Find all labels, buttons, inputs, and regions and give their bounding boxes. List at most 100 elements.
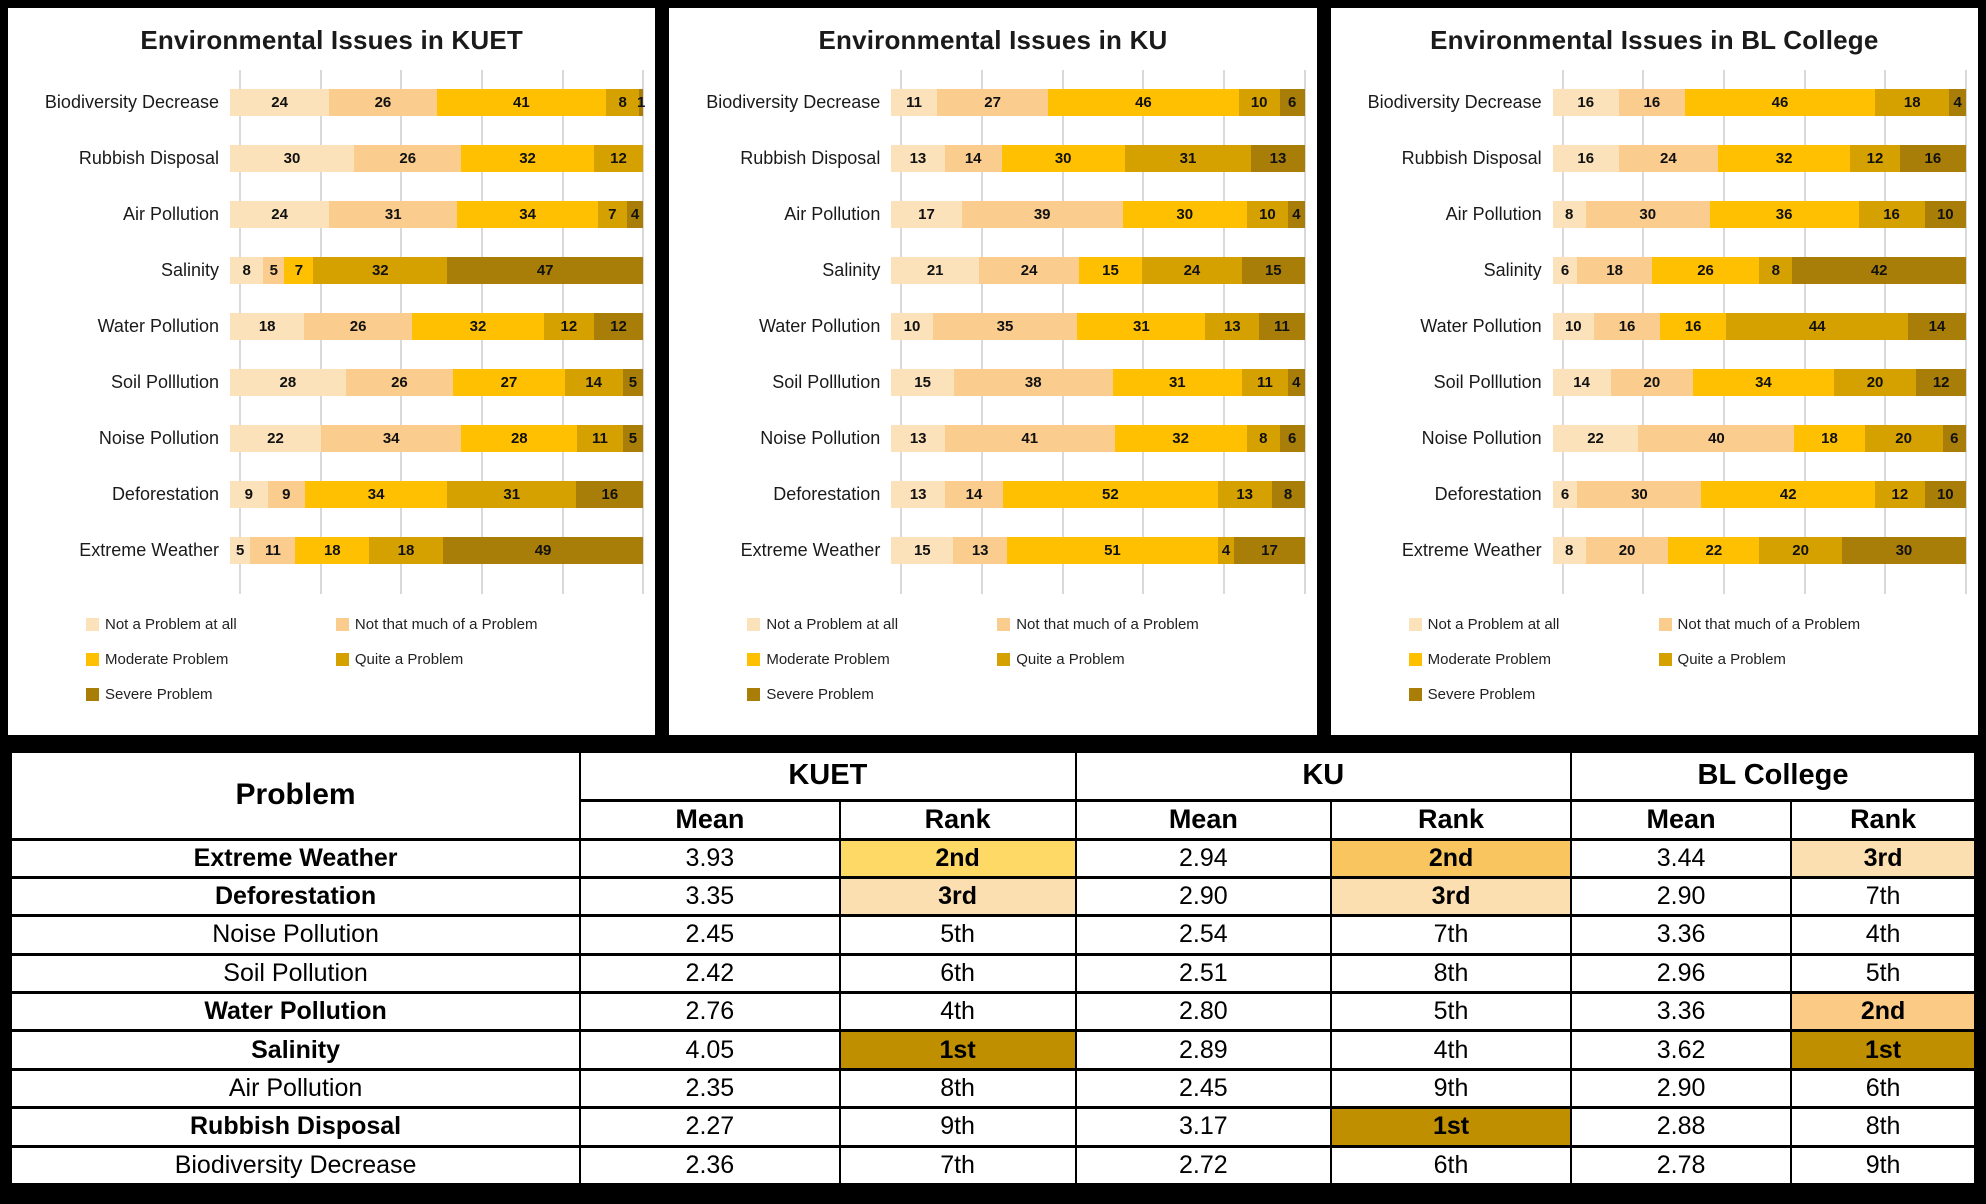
chart-title: Environmental Issues in KUET bbox=[140, 25, 524, 55]
bar-segment: 20 bbox=[1864, 425, 1943, 453]
bar-segment: 12 bbox=[1875, 481, 1925, 509]
legend-label: Not that much of a Problem bbox=[1677, 616, 1861, 633]
bar-segment: 8 bbox=[1552, 200, 1586, 228]
legend-label: Moderate Problem bbox=[766, 651, 890, 668]
legend-swatch-icon bbox=[1658, 653, 1672, 666]
bar-row: Extreme Weather 5 11 18 18 49 bbox=[8, 523, 644, 579]
category-label: Air Pollution bbox=[784, 203, 881, 224]
bar-track: 24 31 34 7 4 bbox=[230, 200, 644, 228]
bar-segment: 26 bbox=[353, 144, 462, 172]
category-label: Extreme Weather bbox=[1401, 540, 1542, 561]
bar-track: 8 20 22 20 30 bbox=[1552, 537, 1966, 565]
bar-row: Rubbish Disposal 13 14 30 31 13 bbox=[669, 130, 1305, 186]
legend-item: Quite a Problem bbox=[997, 651, 1302, 668]
bar-row: Air Pollution 24 31 34 7 4 bbox=[8, 186, 644, 242]
bar-segment: 12 bbox=[544, 312, 594, 340]
results-table-section: Problem KUET KU BL College Mean Rank Mea… bbox=[8, 749, 1978, 1187]
bar-segment: 6 bbox=[1942, 425, 1966, 453]
bar-segment: 24 bbox=[230, 88, 330, 116]
bar-segment: 31 bbox=[447, 481, 577, 509]
bar-row: Deforestation 9 9 34 31 16 bbox=[8, 467, 644, 523]
mean-cell: 2.90 bbox=[1569, 1067, 1793, 1110]
bar-track: 17 39 30 10 4 bbox=[891, 200, 1305, 228]
bar-segment: 26 bbox=[329, 88, 437, 116]
bar-segment: 30 bbox=[1841, 537, 1966, 565]
bar-row: Salinity 21 24 15 24 15 bbox=[669, 242, 1305, 298]
mean-cell: 2.90 bbox=[1074, 875, 1333, 918]
bar-segment: 15 bbox=[1242, 256, 1305, 284]
bar-segment: 13 bbox=[891, 144, 945, 172]
bar-segment: 34 bbox=[320, 425, 462, 453]
bar-segment: 35 bbox=[932, 312, 1078, 340]
table-row: Biodiversity Decrease 2.36 7th 2.72 6th 2.78 9… bbox=[8, 1144, 1977, 1187]
legend-label: Severe Problem bbox=[766, 686, 874, 703]
bar-segment: 11 bbox=[250, 537, 296, 565]
rank-cell: 9th bbox=[1330, 1067, 1572, 1110]
legend-item: Moderate Problem bbox=[747, 651, 997, 668]
rank-cell: 2nd bbox=[1330, 837, 1572, 879]
bar-segment: 32 bbox=[461, 144, 594, 172]
rank-cell: 6th bbox=[838, 952, 1077, 995]
bar-segment: 30 bbox=[1585, 200, 1710, 228]
bar-track: 28 26 27 14 5 bbox=[230, 369, 644, 397]
bar-segment: 30 bbox=[230, 144, 354, 172]
bar-segment: 30 bbox=[1577, 481, 1702, 509]
bar-segment: 28 bbox=[230, 369, 346, 397]
bar-segment: 20 bbox=[1759, 537, 1842, 565]
legend-item: Not a Problem at all bbox=[747, 616, 997, 633]
category-label: Air Pollution bbox=[1445, 203, 1542, 224]
mean-cell: 2.45 bbox=[1074, 1067, 1333, 1110]
bar-segment: 8 bbox=[230, 256, 264, 284]
table-header-row-measures: Mean Rank Mean Rank Mean Rank bbox=[10, 798, 1977, 841]
rank-header: Rank bbox=[838, 798, 1077, 841]
bar-track: 13 14 52 13 8 bbox=[891, 481, 1305, 509]
bar-row: Biodiversity Decrease 11 27 46 10 6 bbox=[669, 74, 1305, 130]
bar-row: Noise Pollution 22 34 28 11 5 bbox=[8, 411, 644, 467]
rank-cell: 4th bbox=[838, 990, 1077, 1033]
rank-cell: 8th bbox=[838, 1067, 1077, 1110]
rank-cell: 9th bbox=[838, 1106, 1077, 1148]
bar-segment: 17 bbox=[891, 200, 962, 228]
bar-segment: 17 bbox=[1234, 537, 1305, 565]
bar-track: 30 26 32 12 bbox=[230, 144, 644, 172]
plot-area: Biodiversity Decrease 24 26 41 8 1 Rubbish Dis… bbox=[8, 70, 645, 594]
legend-swatch-icon bbox=[335, 618, 349, 631]
mean-cell: 2.35 bbox=[579, 1067, 841, 1110]
category-label: Biodiversity Decrease bbox=[1367, 91, 1542, 112]
gridline bbox=[1303, 70, 1306, 594]
bar-track: 8 30 36 16 10 bbox=[1552, 200, 1966, 228]
bar-segment: 42 bbox=[1792, 256, 1966, 284]
problem-cell: Salinity bbox=[8, 1029, 582, 1071]
bar-segment: 4 bbox=[1287, 369, 1305, 397]
table-row: Extreme Weather 3.93 2nd 2.94 2nd 3.44 3rd bbox=[8, 837, 1977, 879]
category-label: Soil Polllution bbox=[110, 372, 219, 393]
mean-cell: 3.17 bbox=[1074, 1106, 1333, 1148]
bar-segment: 9 bbox=[267, 481, 306, 509]
legend-swatch-icon bbox=[335, 653, 349, 666]
chart-panel-1: Environmental Issues in KUET Biodiversit… bbox=[8, 8, 656, 735]
bar-segment: 18 bbox=[295, 537, 370, 565]
category-label: Air Pollution bbox=[122, 203, 219, 224]
category-label: Rubbish Disposal bbox=[740, 147, 881, 168]
legend-item: Not a Problem at all bbox=[86, 616, 336, 633]
mean-cell: 2.78 bbox=[1569, 1144, 1793, 1187]
bar-track: 15 38 31 11 4 bbox=[891, 369, 1305, 397]
category-label: Deforestation bbox=[773, 484, 881, 505]
group-header-bl-college: BL College bbox=[1569, 749, 1978, 802]
bar-segment: 8 bbox=[1271, 481, 1305, 509]
category-label: Deforestation bbox=[111, 484, 219, 505]
bar-segment: 8 bbox=[1552, 537, 1586, 565]
bar-segment: 40 bbox=[1638, 425, 1795, 453]
mean-cell: 2.54 bbox=[1074, 914, 1333, 956]
rank-cell: 6th bbox=[1790, 1067, 1977, 1110]
rank-cell: 9th bbox=[1790, 1144, 1977, 1187]
bar-row: Biodiversity Decrease 24 26 41 8 1 bbox=[8, 74, 645, 130]
bar-segment: 7 bbox=[597, 200, 627, 228]
legend-item: Severe Problem bbox=[747, 686, 997, 703]
bar-segment: 39 bbox=[961, 200, 1123, 228]
bar-segment: 20 bbox=[1585, 537, 1669, 565]
table-row: Rubbish Disposal 2.27 9th 3.17 1st 2.88 8th bbox=[8, 1106, 1977, 1148]
bar-segment: 13 bbox=[891, 425, 946, 453]
rank-cell: 3rd bbox=[1330, 875, 1572, 918]
bar-segment: 11 bbox=[577, 425, 623, 453]
